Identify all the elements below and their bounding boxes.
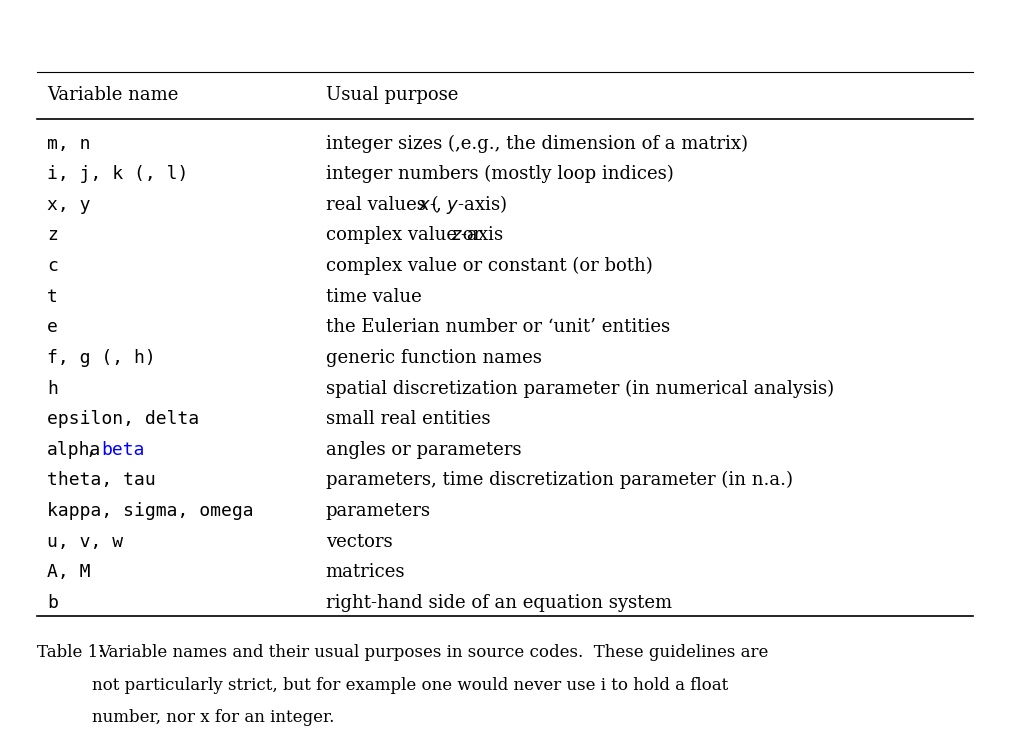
Text: b: b	[46, 594, 58, 612]
Text: f, g (, h): f, g (, h)	[46, 349, 156, 367]
Text: angles or parameters: angles or parameters	[325, 441, 521, 458]
Text: e: e	[46, 318, 58, 336]
Text: parameters, time discretization parameter (in n.a.): parameters, time discretization paramete…	[325, 471, 793, 489]
Text: complex value or: complex value or	[325, 226, 488, 245]
Text: complex value or constant (or both): complex value or constant (or both)	[325, 257, 652, 275]
Text: z: z	[46, 226, 58, 245]
Text: A, M: A, M	[46, 563, 90, 581]
Text: generic function names: generic function names	[325, 349, 541, 367]
Text: spatial discretization parameter (in numerical analysis): spatial discretization parameter (in num…	[325, 380, 834, 398]
Text: parameters: parameters	[325, 502, 430, 520]
Text: h: h	[46, 380, 58, 397]
Text: beta: beta	[101, 441, 144, 458]
Text: small real entities: small real entities	[325, 410, 490, 428]
Text: ,: ,	[86, 441, 107, 458]
Text: i, j, k (, l): i, j, k (, l)	[46, 165, 188, 184]
Text: not particularly strict, but for example one would never use i to hold a float: not particularly strict, but for example…	[92, 677, 728, 694]
Text: Table 1:: Table 1:	[36, 644, 109, 661]
Text: real values (: real values (	[325, 196, 438, 214]
Text: vectors: vectors	[325, 533, 392, 551]
Text: kappa, sigma, omega: kappa, sigma, omega	[46, 502, 254, 520]
Text: Usual purpose: Usual purpose	[325, 86, 459, 104]
Text: epsilon, delta: epsilon, delta	[46, 410, 199, 428]
Text: the Eulerian number or ‘unit’ entities: the Eulerian number or ‘unit’ entities	[325, 318, 670, 336]
Text: integer sizes (,e.g., the dimension of a matrix): integer sizes (,e.g., the dimension of a…	[325, 134, 747, 153]
Text: $z$-axis: $z$-axis	[451, 226, 504, 245]
Text: Variable name: Variable name	[46, 86, 178, 104]
Text: x, y: x, y	[46, 196, 90, 214]
Text: right-hand side of an equation system: right-hand side of an equation system	[325, 594, 672, 612]
Text: m, n: m, n	[46, 135, 90, 153]
Text: Variable names and their usual purposes in source codes.  These guidelines are: Variable names and their usual purposes …	[98, 644, 769, 661]
Text: c: c	[46, 257, 58, 275]
Text: matrices: matrices	[325, 563, 405, 581]
Text: theta, tau: theta, tau	[46, 472, 156, 489]
Text: alpha: alpha	[46, 441, 101, 458]
Text: t: t	[46, 287, 58, 306]
Text: integer numbers (mostly loop indices): integer numbers (mostly loop indices)	[325, 165, 674, 184]
Text: number, nor x for an integer.: number, nor x for an integer.	[92, 709, 334, 726]
Text: $x$-, $y$-axis): $x$-, $y$-axis)	[418, 193, 507, 217]
Text: time value: time value	[325, 287, 421, 306]
Text: u, v, w: u, v, w	[46, 533, 123, 551]
